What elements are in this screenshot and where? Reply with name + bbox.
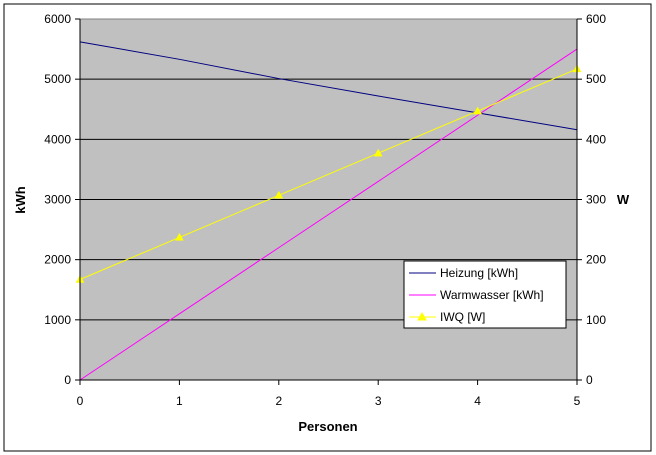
y2-tick-label: 300 [586, 193, 606, 207]
data-point-marker [473, 106, 483, 115]
legend-marker [417, 311, 427, 321]
y2-tick-label: 400 [586, 132, 606, 146]
gridlines [80, 78, 577, 321]
y-tick-label: 5000 [44, 72, 71, 86]
y2-axis-title: W [617, 192, 630, 207]
x-tick-label: 1 [176, 394, 183, 408]
data-point-marker [373, 148, 383, 157]
y2-tick-label: 600 [586, 12, 606, 26]
y2-tick-label: 500 [586, 72, 606, 86]
legend-items: Heizung [kWh] Warmwasser [kWh] IWQ [W] [409, 266, 544, 324]
y-tick-label: 1000 [44, 313, 71, 327]
series-layer [75, 41, 582, 381]
legend: Heizung [kWh] Warmwasser [kWh] IWQ [W] [403, 260, 567, 329]
y2-tick-label: 0 [586, 373, 593, 387]
y-axis-title: kWh [13, 186, 28, 214]
data-point-marker [174, 232, 184, 241]
y-tick-label: 6000 [44, 12, 71, 26]
x-tick-label: 3 [375, 394, 382, 408]
y-tick-label: 2000 [44, 253, 71, 267]
x-tick-label: 4 [474, 394, 481, 408]
x-tick-label: 5 [574, 394, 581, 408]
series-line [79, 68, 578, 280]
tick-labels: 0100020003000400050006000010020030040050… [44, 12, 606, 408]
y-tick-label: 4000 [44, 132, 71, 146]
y-tick-label: 0 [64, 373, 71, 387]
x-tick-label: 0 [77, 394, 84, 408]
y-tick-label: 3000 [44, 193, 71, 207]
x-tick-label: 2 [275, 394, 282, 408]
series-line [79, 41, 578, 131]
y2-tick-label: 100 [586, 313, 606, 327]
legend-label: IWQ [W] [440, 310, 485, 324]
x-axis-title: Personen [298, 419, 357, 434]
y2-tick-label: 200 [586, 253, 606, 267]
legend-label: Heizung [kWh] [440, 266, 518, 280]
data-point-marker [274, 190, 284, 199]
legend-label: Warmwasser [kWh] [440, 288, 544, 302]
